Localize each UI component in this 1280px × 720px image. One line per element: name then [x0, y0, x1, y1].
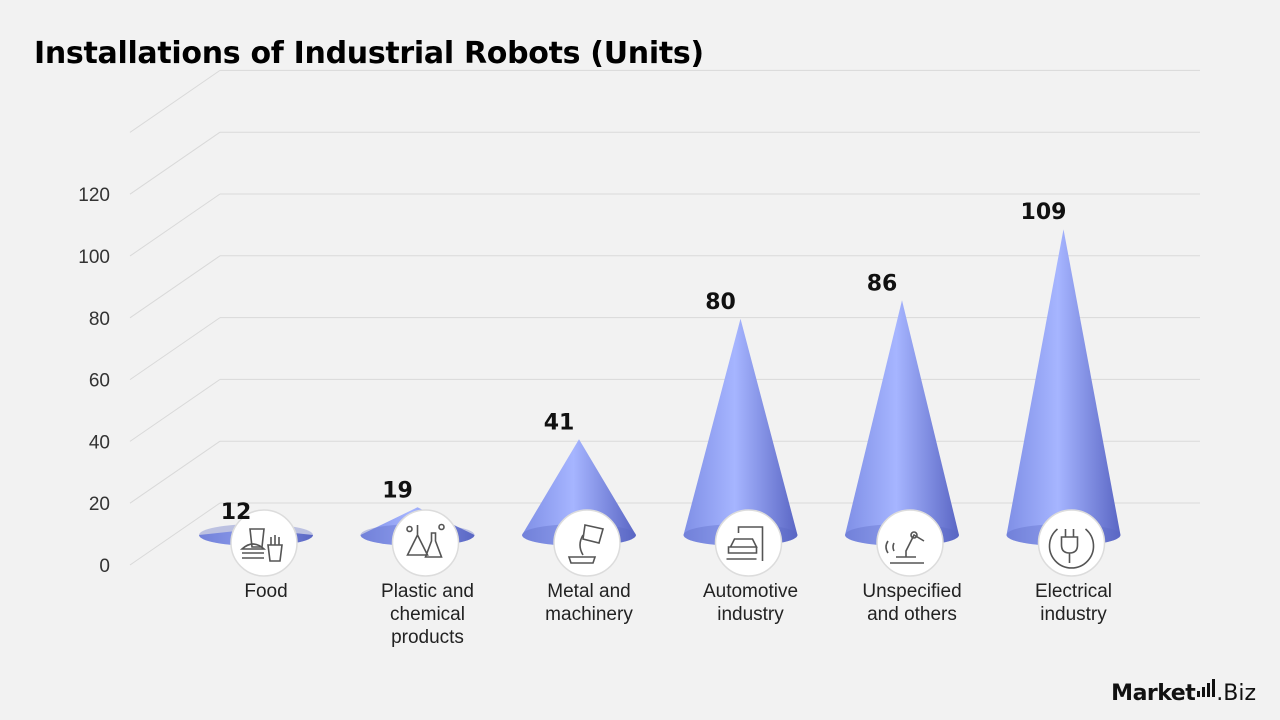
- gridline-depth: [129, 378, 221, 442]
- data-label: 80: [705, 290, 736, 315]
- y-tick-label: 0: [99, 556, 110, 577]
- y-tick-label: 80: [89, 309, 110, 330]
- gridline-depth: [129, 317, 221, 381]
- data-labels: 12 19 41 80 86 109: [221, 200, 1067, 525]
- data-label: 19: [382, 478, 413, 503]
- metal-pouring-icon: [553, 509, 621, 577]
- data-label: 41: [544, 410, 575, 435]
- y-tick-label: 40: [89, 432, 110, 453]
- food-icon: [230, 509, 298, 577]
- chart-title: Installations of Industrial Robots (Unit…: [34, 36, 704, 71]
- chemistry-flask-icon: [391, 509, 460, 577]
- category-label: Food: [244, 581, 287, 602]
- icon-badge: [1037, 509, 1106, 577]
- category-label: chemical: [390, 604, 465, 625]
- category-label: machinery: [545, 604, 633, 625]
- brand-bars-icon: [1197, 679, 1216, 697]
- data-label: 12: [221, 500, 252, 525]
- category-label: industry: [717, 604, 784, 625]
- category-label: Plastic and: [381, 581, 474, 602]
- gridline-depth: [129, 502, 221, 566]
- icon-badge: [714, 509, 783, 577]
- category-label: industry: [1040, 604, 1107, 625]
- brand-name: Market: [1111, 681, 1196, 706]
- category-label: Unspecified: [862, 581, 961, 602]
- robot-arm-icon: [876, 509, 944, 577]
- cone-body: [683, 318, 798, 546]
- cone-body: [845, 300, 959, 546]
- gridline-depth: [129, 193, 221, 257]
- electric-plug-icon: [1037, 509, 1106, 577]
- category-label: Metal and: [547, 581, 630, 602]
- icon-badge: [391, 509, 460, 577]
- gridline-depth: [129, 255, 221, 319]
- y-tick-label: 20: [89, 494, 110, 515]
- category-label: and others: [867, 604, 957, 625]
- data-label: 86: [867, 271, 898, 296]
- icon-badge: [553, 509, 621, 577]
- category-icons: [230, 509, 1106, 577]
- cone-series: [199, 229, 1121, 546]
- category-label: Electrical: [1035, 581, 1112, 602]
- y-tick-label: 60: [89, 371, 110, 392]
- y-axis-ticks: 0 20 40 60 80 100 120: [78, 185, 110, 577]
- brand-logo: Market .Biz: [1111, 679, 1256, 706]
- gridline-depth: [129, 131, 221, 195]
- y-tick-label: 100: [78, 247, 110, 268]
- data-label: 109: [1021, 200, 1067, 225]
- car-assembly-icon: [714, 509, 783, 577]
- cone-bar: [1006, 229, 1121, 546]
- cone-bar: [845, 300, 959, 546]
- category-label: Automotive: [703, 581, 798, 602]
- gridline-depth: [129, 69, 221, 133]
- brand-suffix: .Biz: [1216, 681, 1256, 706]
- y-tick-label: 120: [78, 185, 110, 206]
- gridline-depth: [129, 440, 221, 504]
- category-label: products: [391, 627, 464, 648]
- cone-body: [1006, 229, 1121, 546]
